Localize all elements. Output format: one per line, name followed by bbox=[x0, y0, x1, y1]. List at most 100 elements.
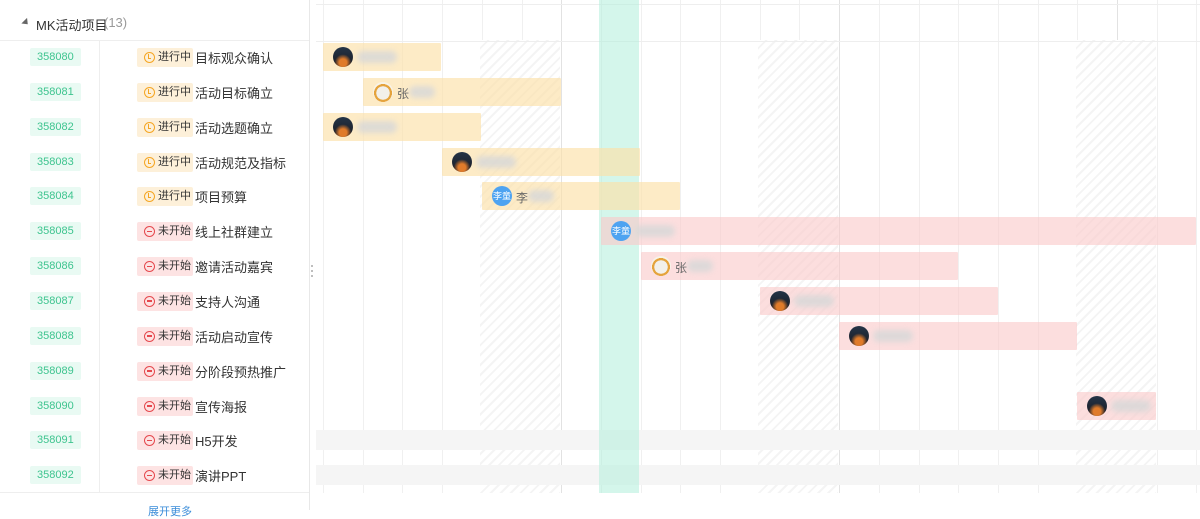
task-id-badge[interactable]: 358090 bbox=[30, 396, 81, 415]
task-title[interactable]: 线上社群建立 bbox=[195, 225, 274, 241]
avatar bbox=[333, 116, 353, 137]
group-header[interactable]: MK活动项目 (13) bbox=[0, 4, 309, 41]
task-title[interactable]: 活动目标确立 bbox=[195, 85, 274, 101]
gantt-bar[interactable] bbox=[1077, 391, 1156, 420]
status-badge[interactable]: 未开始 bbox=[137, 396, 193, 416]
gantt-bar[interactable] bbox=[839, 321, 1077, 350]
task-title[interactable]: 宣传海报 bbox=[195, 399, 248, 415]
assignee-name-redacted bbox=[357, 120, 397, 133]
assignee-name-redacted bbox=[687, 260, 713, 273]
status-badge[interactable]: 未开始 bbox=[137, 431, 193, 451]
task-row[interactable]: 358092 未开始 演讲PPT bbox=[0, 458, 309, 493]
grid-line bbox=[997, 0, 999, 493]
task-title[interactable]: 活动启动宣传 bbox=[195, 329, 274, 345]
grid-line bbox=[1037, 0, 1039, 493]
panel-resize-handle[interactable] bbox=[311, 265, 313, 285]
caret-down-icon[interactable] bbox=[21, 17, 31, 28]
status-badge[interactable]: 进行中 bbox=[137, 152, 193, 172]
task-row[interactable]: 358081 进行中 活动目标确立 bbox=[0, 75, 309, 110]
avatar bbox=[333, 47, 353, 67]
task-row[interactable]: 358091 未开始 H5开发 bbox=[0, 423, 309, 458]
task-row[interactable]: 358090 未开始 宣传海报 bbox=[0, 389, 309, 424]
unscheduled-row bbox=[316, 430, 1200, 451]
task-id-badge[interactable]: 358084 bbox=[30, 187, 81, 206]
weekend-band bbox=[1076, 40, 1156, 493]
task-id-badge[interactable]: 358083 bbox=[30, 152, 81, 171]
gantt-bar[interactable] bbox=[760, 286, 998, 315]
avatar bbox=[651, 256, 671, 277]
task-title[interactable]: 项目预算 bbox=[195, 190, 248, 206]
task-title[interactable]: 分阶段预热推广 bbox=[195, 364, 287, 380]
task-id-badge[interactable]: 358087 bbox=[30, 291, 81, 310]
grid-line bbox=[640, 0, 642, 493]
task-row[interactable]: 358085 未开始 线上社群建立 bbox=[0, 214, 309, 249]
task-row[interactable]: 358087 未开始 支持人沟通 bbox=[0, 284, 309, 319]
task-title[interactable]: 演讲PPT bbox=[195, 469, 247, 485]
gantt-bar[interactable] bbox=[323, 112, 481, 141]
assignee-name-redacted bbox=[476, 155, 516, 168]
task-row[interactable]: 358082 进行中 活动选题确立 bbox=[0, 110, 309, 145]
status-badge[interactable]: 未开始 bbox=[137, 222, 193, 242]
task-id-badge[interactable]: 358085 bbox=[30, 222, 81, 241]
gantt-bar[interactable]: 李童李 bbox=[482, 182, 680, 211]
assignee-name-redacted bbox=[1111, 399, 1151, 412]
status-badge[interactable]: 进行中 bbox=[137, 117, 193, 137]
task-title[interactable]: 目标观众确认 bbox=[195, 51, 274, 66]
gantt-bar[interactable]: 李童 bbox=[601, 217, 1196, 246]
avatar bbox=[1087, 395, 1107, 416]
minus-circle-icon bbox=[144, 365, 155, 377]
gantt-bar[interactable] bbox=[442, 147, 640, 176]
group-name: MK活动项目 bbox=[36, 18, 108, 33]
expand-more-link[interactable]: 展开更多 bbox=[148, 506, 192, 518]
task-row[interactable]: 358083 进行中 活动规范及指标 bbox=[0, 145, 309, 180]
grid-line bbox=[1196, 0, 1198, 493]
grid-line bbox=[402, 0, 404, 493]
status-label: 未开始 bbox=[158, 399, 191, 412]
grid-line bbox=[839, 0, 841, 493]
task-id-badge[interactable]: 358081 bbox=[30, 82, 81, 101]
task-id-badge[interactable]: 358089 bbox=[30, 361, 81, 380]
assignee-name-redacted bbox=[528, 190, 554, 203]
status-badge[interactable]: 进行中 bbox=[137, 82, 193, 102]
clock-icon bbox=[144, 156, 155, 168]
gantt-bar[interactable] bbox=[323, 43, 441, 71]
assignee-name-redacted bbox=[635, 225, 675, 238]
task-row[interactable]: 358086 未开始 邀请活动嘉宾 bbox=[0, 249, 309, 284]
task-id-badge[interactable]: 358080 bbox=[30, 48, 81, 66]
task-id-badge[interactable]: 358092 bbox=[30, 466, 81, 485]
grid-line bbox=[323, 0, 324, 493]
task-id-badge[interactable]: 358082 bbox=[30, 117, 81, 136]
status-badge[interactable]: 未开始 bbox=[137, 466, 193, 486]
status-label: 未开始 bbox=[158, 294, 191, 307]
task-id-badge[interactable]: 358091 bbox=[30, 431, 81, 450]
task-row[interactable]: 358088 未开始 活动启动宣传 bbox=[0, 319, 309, 354]
task-title[interactable]: 邀请活动嘉宾 bbox=[195, 260, 274, 276]
grid-line bbox=[680, 0, 682, 493]
task-row[interactable]: 358089 未开始 分阶段预热推广 bbox=[0, 354, 309, 389]
clock-icon bbox=[144, 86, 155, 98]
task-id-badge[interactable]: 358086 bbox=[30, 257, 81, 276]
status-badge[interactable]: 未开始 bbox=[137, 326, 193, 346]
task-title[interactable]: 支持人沟通 bbox=[195, 294, 261, 310]
minus-circle-icon bbox=[144, 261, 155, 273]
task-row[interactable]: 358080 进行中 目标观众确认 bbox=[0, 40, 309, 75]
task-row[interactable]: 358084 进行中 项目预算 bbox=[0, 179, 309, 214]
minus-circle-icon bbox=[144, 470, 155, 482]
status-badge[interactable]: 未开始 bbox=[137, 257, 193, 277]
status-label: 未开始 bbox=[158, 225, 191, 238]
status-badge[interactable]: 进行中 bbox=[137, 187, 193, 207]
task-id-badge[interactable]: 358088 bbox=[30, 326, 81, 345]
status-label: 未开始 bbox=[158, 364, 191, 377]
assignee-name-redacted bbox=[873, 329, 913, 342]
minus-circle-icon bbox=[144, 400, 155, 412]
avatar bbox=[849, 325, 869, 346]
task-title[interactable]: 活动规范及指标 bbox=[195, 155, 287, 171]
gantt-bar[interactable]: 张 bbox=[641, 252, 958, 281]
status-badge[interactable]: 进行中 bbox=[137, 48, 193, 67]
task-title[interactable]: 活动选题确立 bbox=[195, 120, 274, 136]
task-title[interactable]: H5开发 bbox=[195, 434, 238, 450]
gantt-bar[interactable]: 张 bbox=[363, 77, 561, 106]
grid-line bbox=[362, 0, 364, 493]
status-badge[interactable]: 未开始 bbox=[137, 291, 193, 311]
status-badge[interactable]: 未开始 bbox=[137, 361, 193, 381]
